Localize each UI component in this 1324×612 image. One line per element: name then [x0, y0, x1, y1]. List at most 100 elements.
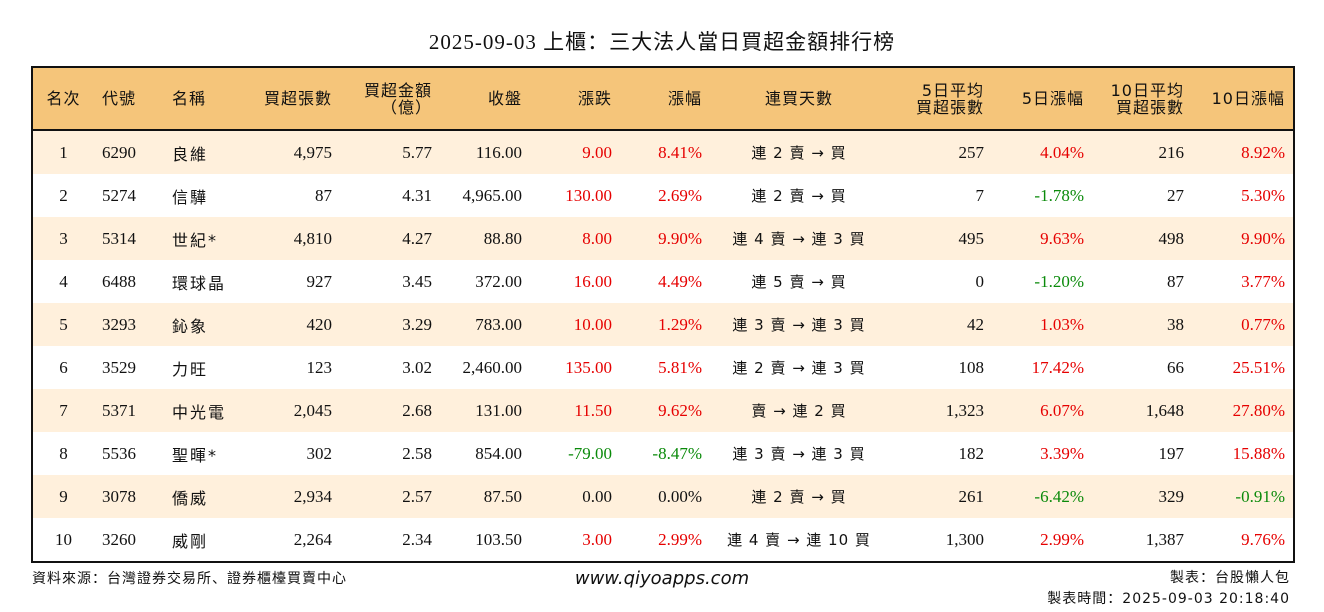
cell-chg10: 9.76% [1192, 518, 1294, 562]
cell-avg5: 182 [888, 432, 992, 475]
cell-streak: 連 2 賣 → 連 3 買 [710, 346, 888, 389]
table-header-row: 名次 代號 名稱 買超張數 買超金額 （億） 收盤 漲跌 漲幅 連買天數 5日平均… [32, 67, 1294, 131]
cell-avg10: 329 [1092, 475, 1192, 518]
cell-avg10: 498 [1092, 217, 1192, 260]
cell-chg10: 25.51% [1192, 346, 1294, 389]
header-change: 漲跌 [530, 67, 620, 131]
cell-chg5: 1.03% [992, 303, 1092, 346]
cell-chg5: -1.20% [992, 260, 1092, 303]
cell-buy-amount: 3.45 [340, 260, 440, 303]
cell-chg10: 8.92% [1192, 130, 1294, 174]
header-avg10-line1: 10日平均 [1110, 80, 1184, 100]
header-buy-volume: 買超張數 [242, 67, 340, 131]
cell-change-pct: 5.81% [620, 346, 710, 389]
cell-code: 5274 [94, 174, 164, 217]
cell-change-pct: 8.41% [620, 130, 710, 174]
table-row: 5 3293 鈊象 420 3.29 783.00 10.00 1.29% 連 3 賣 → 連 … [32, 303, 1294, 346]
cell-avg10: 38 [1092, 303, 1192, 346]
cell-buy-amount: 5.77 [340, 130, 440, 174]
cell-change-pct: 4.49% [620, 260, 710, 303]
cell-change: 0.00 [530, 475, 620, 518]
cell-chg10: 5.30% [1192, 174, 1294, 217]
cell-chg5: 6.07% [992, 389, 1092, 432]
website-link[interactable]: www.qiyoapps.com [574, 568, 750, 589]
cell-avg10: 216 [1092, 130, 1192, 174]
header-name: 名稱 [164, 67, 242, 131]
cell-avg5: 42 [888, 303, 992, 346]
cell-rank: 6 [32, 346, 94, 389]
cell-close: 854.00 [440, 432, 530, 475]
cell-avg10: 1,648 [1092, 389, 1192, 432]
header-avg10-line2: 買超張數 [1115, 97, 1184, 117]
cell-name: 中光電 [164, 389, 242, 432]
cell-streak: 連 4 賣 → 連 3 買 [710, 217, 888, 260]
cell-change: 10.00 [530, 303, 620, 346]
cell-close: 88.80 [440, 217, 530, 260]
cell-buy-volume: 420 [242, 303, 340, 346]
credits: 製表：台股懶人包 製表時間：2025-09-03 20:18:40 [1047, 568, 1290, 610]
cell-streak: 賣 → 連 2 買 [710, 389, 888, 432]
header-buy-amount: 買超金額 （億） [340, 67, 440, 131]
cell-close: 87.50 [440, 475, 530, 518]
cell-code: 3293 [94, 303, 164, 346]
header-close: 收盤 [440, 67, 530, 131]
cell-avg5: 108 [888, 346, 992, 389]
cell-change: 11.50 [530, 389, 620, 432]
cell-close: 116.00 [440, 130, 530, 174]
cell-code: 5314 [94, 217, 164, 260]
cell-avg5: 7 [888, 174, 992, 217]
cell-buy-volume: 4,810 [242, 217, 340, 260]
cell-change: 135.00 [530, 346, 620, 389]
cell-name: 信驊 [164, 174, 242, 217]
cell-rank: 5 [32, 303, 94, 346]
cell-name: 世紀* [164, 217, 242, 260]
cell-buy-volume: 2,934 [242, 475, 340, 518]
cell-avg5: 1,323 [888, 389, 992, 432]
cell-buy-amount: 2.34 [340, 518, 440, 562]
cell-name: 鈊象 [164, 303, 242, 346]
cell-buy-amount: 2.58 [340, 432, 440, 475]
data-source-note: 資料來源：台灣證券交易所、證券櫃檯買賣中心 [32, 571, 347, 587]
cell-buy-amount: 3.02 [340, 346, 440, 389]
cell-streak: 連 3 賣 → 連 3 買 [710, 303, 888, 346]
header-avg5-line2: 買超張數 [915, 97, 984, 117]
ranking-table: 名次 代號 名稱 買超張數 買超金額 （億） 收盤 漲跌 漲幅 連買天數 5日平均… [31, 66, 1295, 563]
cell-code: 3529 [94, 346, 164, 389]
cell-chg10: -0.91% [1192, 475, 1294, 518]
cell-avg5: 257 [888, 130, 992, 174]
cell-avg5: 1,300 [888, 518, 992, 562]
cell-streak: 連 3 賣 → 連 3 買 [710, 432, 888, 475]
cell-chg5: 2.99% [992, 518, 1092, 562]
cell-buy-volume: 123 [242, 346, 340, 389]
table-row: 10 3260 威剛 2,264 2.34 103.50 3.00 2.99% 連 4 賣 → … [32, 518, 1294, 562]
table-row: 3 5314 世紀* 4,810 4.27 88.80 8.00 9.90% 連 4 賣 → 連… [32, 217, 1294, 260]
cell-chg5: 4.04% [992, 130, 1092, 174]
cell-chg5: 17.42% [992, 346, 1092, 389]
cell-change: -79.00 [530, 432, 620, 475]
header-avg5-line1: 5日平均 [921, 80, 984, 100]
cell-change: 8.00 [530, 217, 620, 260]
cell-change-pct: 2.69% [620, 174, 710, 217]
cell-close: 131.00 [440, 389, 530, 432]
cell-streak: 連 2 賣 → 買 [710, 174, 888, 217]
cell-change-pct: 1.29% [620, 303, 710, 346]
cell-streak: 連 5 賣 → 買 [710, 260, 888, 303]
cell-chg5: -6.42% [992, 475, 1092, 518]
cell-chg10: 27.80% [1192, 389, 1294, 432]
cell-buy-volume: 927 [242, 260, 340, 303]
cell-change-pct: -8.47% [620, 432, 710, 475]
cell-streak: 連 4 賣 → 連 10 買 [710, 518, 888, 562]
cell-change: 130.00 [530, 174, 620, 217]
cell-rank: 1 [32, 130, 94, 174]
table-row: 2 5274 信驊 87 4.31 4,965.00 130.00 2.69% 連 2 賣 → … [32, 174, 1294, 217]
cell-buy-volume: 2,045 [242, 389, 340, 432]
cell-avg10: 1,387 [1092, 518, 1192, 562]
header-rank: 名次 [32, 67, 94, 131]
cell-chg5: 9.63% [992, 217, 1092, 260]
header-chg10: 10日漲幅 [1192, 67, 1294, 131]
cell-buy-volume: 4,975 [242, 130, 340, 174]
cell-buy-amount: 2.57 [340, 475, 440, 518]
cell-buy-volume: 87 [242, 174, 340, 217]
cell-avg10: 66 [1092, 346, 1192, 389]
